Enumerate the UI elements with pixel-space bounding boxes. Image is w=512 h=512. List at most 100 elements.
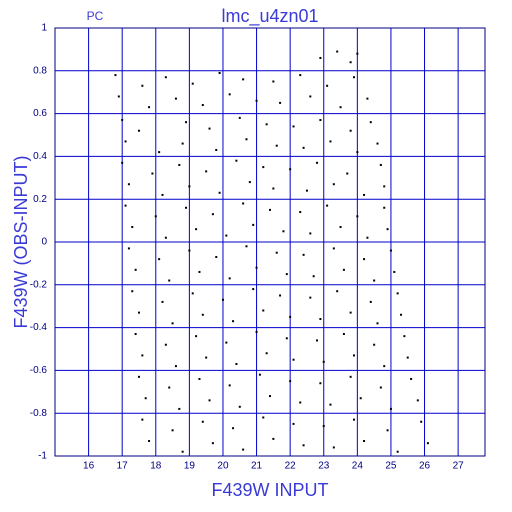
y-tick-label: -0.6 [30,365,48,376]
x-tick-label: 24 [352,461,364,472]
point [228,93,231,96]
point [292,358,295,361]
point [349,61,352,64]
point [252,223,255,226]
point [383,206,386,209]
point [329,403,332,406]
point [245,245,248,248]
point [178,407,181,410]
chart-title: lmc_u4zn01 [221,6,318,27]
point [141,418,144,421]
point [289,315,292,318]
point [312,275,315,278]
point [416,399,419,402]
point [201,313,204,316]
y-tick-label: -0.8 [30,408,48,419]
point [137,129,140,132]
point [309,296,312,299]
point [366,97,369,100]
point [379,386,382,389]
point [235,362,238,365]
point [292,422,295,425]
point [211,213,214,216]
point [137,375,140,378]
point [356,151,359,154]
point [305,189,308,192]
point [161,300,164,303]
point [319,119,322,122]
point [242,202,245,205]
point [158,258,161,261]
point [319,318,322,321]
point [292,125,295,128]
x-tick-label: 20 [217,461,229,472]
point [339,106,342,109]
point [316,339,319,342]
point [262,309,265,312]
point [242,448,245,451]
point [168,279,171,282]
y-tick-label: -0.4 [30,322,48,333]
y-tick-label: -0.2 [30,279,48,290]
point [265,352,268,355]
point [211,442,214,445]
point [144,397,147,400]
point [255,330,258,333]
y-tick-label: 1 [41,23,47,34]
point [272,437,275,440]
x-tick-label: 16 [83,461,95,472]
point [319,56,322,59]
point [379,163,382,166]
point [255,99,258,102]
point [191,82,194,85]
point [299,211,302,214]
point [366,236,369,239]
point [342,268,345,271]
point [228,277,231,280]
point [235,159,238,162]
point [285,273,288,276]
point [148,440,151,443]
y-tick-label: -1 [38,451,47,462]
point [272,80,275,83]
point [302,253,305,256]
point [131,290,134,293]
point [225,234,228,237]
point [309,95,312,98]
point [228,384,231,387]
point [269,208,271,211]
point [148,106,151,109]
point [279,294,282,297]
point [134,268,137,271]
point [272,187,275,190]
grid [55,27,485,457]
point [265,123,268,126]
chart-subtitle: PC [87,9,104,23]
point [332,247,335,250]
point [245,138,248,141]
y-tick-label: 0.2 [33,194,47,205]
point [252,288,255,291]
point [198,270,201,273]
point [127,183,130,186]
point [403,335,406,338]
point [195,228,198,231]
point [302,444,305,447]
point [352,418,355,421]
point [131,226,134,229]
point [363,258,366,261]
point [238,405,241,408]
point [322,360,325,363]
point [262,416,265,419]
point [289,380,292,383]
point [400,313,403,316]
point [279,101,282,104]
point [114,74,117,77]
point [316,161,319,164]
point [299,74,302,77]
point [302,146,305,149]
point [332,183,335,186]
point [134,333,137,336]
point [185,206,188,209]
point [396,292,399,295]
